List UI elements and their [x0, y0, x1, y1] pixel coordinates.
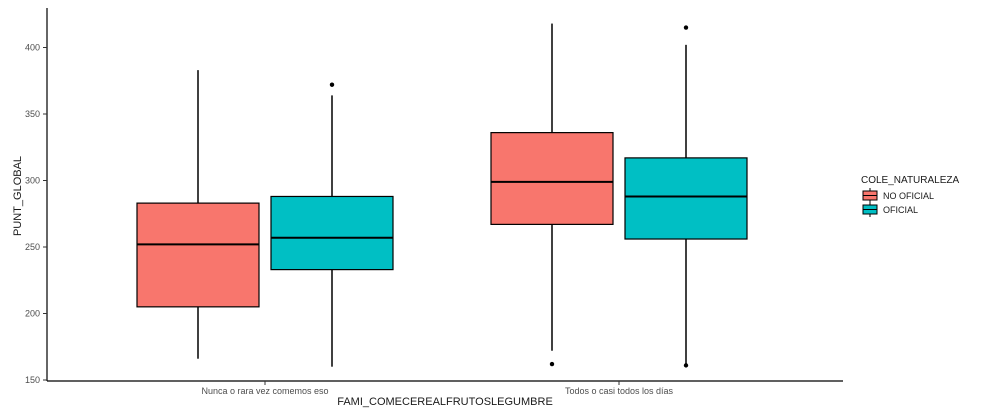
box-oficial: [270, 82, 394, 367]
outlier-point: [683, 363, 689, 368]
box-body: [624, 157, 748, 240]
legend-label: OFICIAL: [883, 205, 918, 215]
y-tick-label: 350: [25, 109, 40, 119]
legend: COLE_NATURALEZA NO OFICIAL OFICIAL: [861, 175, 960, 217]
y-tick-label: 150: [25, 375, 40, 385]
y-axis-title: PUNT_GLOBAL: [12, 156, 24, 236]
outlier-point: [683, 25, 689, 30]
y-tick-label: 400: [25, 43, 40, 53]
box-no-oficial: [136, 70, 260, 359]
legend-title: COLE_NATURALEZA: [861, 175, 960, 186]
outlier-point: [549, 361, 555, 367]
y-tick-label: 300: [25, 176, 40, 186]
axes: 150 200 250 300 350 400 Nunca o rara vez comem…: [25, 8, 843, 396]
y-tick-label: 250: [25, 242, 40, 252]
plot-area: [136, 23, 748, 368]
box-oficial: [624, 25, 748, 368]
x-tick-label: Nunca o rara vez comemos eso: [201, 386, 328, 396]
legend-key: [862, 202, 878, 217]
legend-label: NO OFICIAL: [883, 191, 934, 201]
x-axis-title: FAMI_COMECEREALFRUTOSLEGUMBRE: [337, 396, 553, 408]
legend-key: [862, 188, 878, 203]
outlier-point: [329, 82, 335, 87]
x-tick-label: Todos o casi todos los días: [565, 386, 674, 396]
box-body: [270, 195, 394, 271]
box-body: [490, 132, 614, 225]
y-tick-label: 200: [25, 309, 40, 319]
box-no-oficial: [490, 23, 614, 367]
box-body: [136, 202, 260, 308]
